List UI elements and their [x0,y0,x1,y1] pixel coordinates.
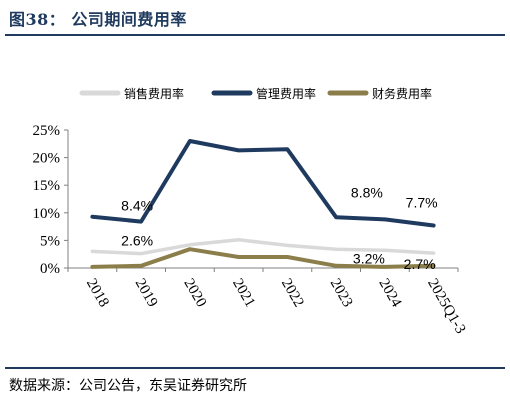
data-label: 3.2% [353,250,385,266]
series-line-1 [90,238,436,256]
y-tick-label: 0% [40,261,60,277]
line-chart: 0% 5% 10% 15% 20% 25% 2018 2019 2020 2021 2022 2023… [33,86,469,337]
figure-title: 图38： 公司期间费用率 [9,10,187,29]
x-tick-label: 2023 [327,276,356,310]
y-tick-label: 10% [33,206,61,222]
x-tick-label: 2022 [278,276,307,310]
data-label: 2.6% [121,233,153,249]
data-label: 2.7% [404,256,436,272]
data-label: 8.8% [351,184,383,200]
series-line-3 [90,247,436,269]
x-tick-label: 2019 [132,276,161,310]
data-label: 7.7% [406,194,438,210]
y-tick-label: 15% [33,178,61,194]
x-tick-label: 2020 [180,276,209,310]
x-tick-label: 2025Q1-3 [424,276,468,337]
data-label: 8.4% [121,198,153,214]
y-tick-label: 20% [33,151,61,167]
x-tick-label: 2018 [83,276,112,310]
bottom-rule [5,367,505,369]
y-tick-label: 5% [40,233,60,249]
x-tick-label: 2024 [375,276,404,310]
legend-label-2: 管理费用率 [256,86,316,101]
y-tick-label: 25% [33,123,61,139]
series-line-2 [90,139,436,228]
x-tick-label: 2021 [229,276,258,310]
source-note: 数据来源：公司公告，东吴证券研究所 [9,378,247,394]
top-rule [5,34,505,36]
legend-label-1: 销售费用率 [124,86,184,101]
legend-label-3: 财务费用率 [372,86,432,101]
